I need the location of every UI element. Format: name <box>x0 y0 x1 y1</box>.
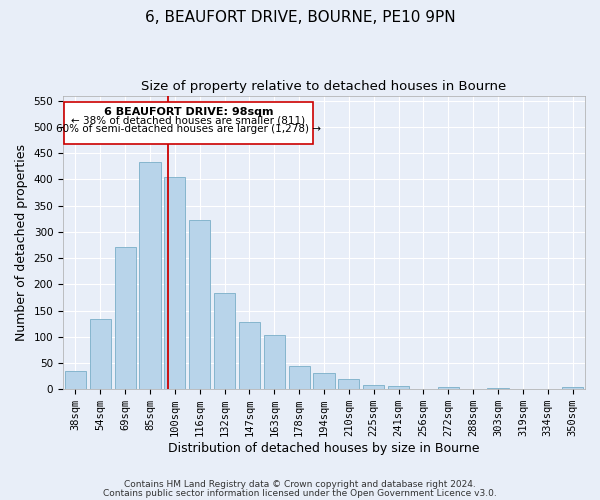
Bar <box>90 320 111 389</box>
Bar <box>562 387 583 389</box>
Text: 6 BEAUFORT DRIVE: 98sqm: 6 BEAUFORT DRIVE: 98sqm <box>104 107 273 117</box>
Bar <box>487 388 509 389</box>
Text: ← 38% of detached houses are smaller (811): ← 38% of detached houses are smaller (81… <box>71 116 305 126</box>
Bar <box>164 177 185 389</box>
Bar <box>289 366 310 389</box>
FancyBboxPatch shape <box>64 102 313 144</box>
Y-axis label: Number of detached properties: Number of detached properties <box>15 144 28 341</box>
Title: Size of property relative to detached houses in Bourne: Size of property relative to detached ho… <box>142 80 506 93</box>
Bar <box>139 162 161 389</box>
Text: Contains public sector information licensed under the Open Government Licence v3: Contains public sector information licen… <box>103 489 497 498</box>
X-axis label: Distribution of detached houses by size in Bourne: Distribution of detached houses by size … <box>168 442 480 455</box>
Bar <box>239 322 260 389</box>
Bar <box>189 220 210 389</box>
Bar <box>115 246 136 389</box>
Text: 60% of semi-detached houses are larger (1,278) →: 60% of semi-detached houses are larger (… <box>56 124 321 134</box>
Bar <box>363 385 384 389</box>
Bar <box>264 335 285 389</box>
Bar <box>65 371 86 389</box>
Text: Contains HM Land Registry data © Crown copyright and database right 2024.: Contains HM Land Registry data © Crown c… <box>124 480 476 489</box>
Bar <box>438 386 459 389</box>
Bar <box>214 292 235 389</box>
Bar <box>313 374 335 389</box>
Text: 6, BEAUFORT DRIVE, BOURNE, PE10 9PN: 6, BEAUFORT DRIVE, BOURNE, PE10 9PN <box>145 10 455 25</box>
Bar <box>338 378 359 389</box>
Bar <box>388 386 409 389</box>
